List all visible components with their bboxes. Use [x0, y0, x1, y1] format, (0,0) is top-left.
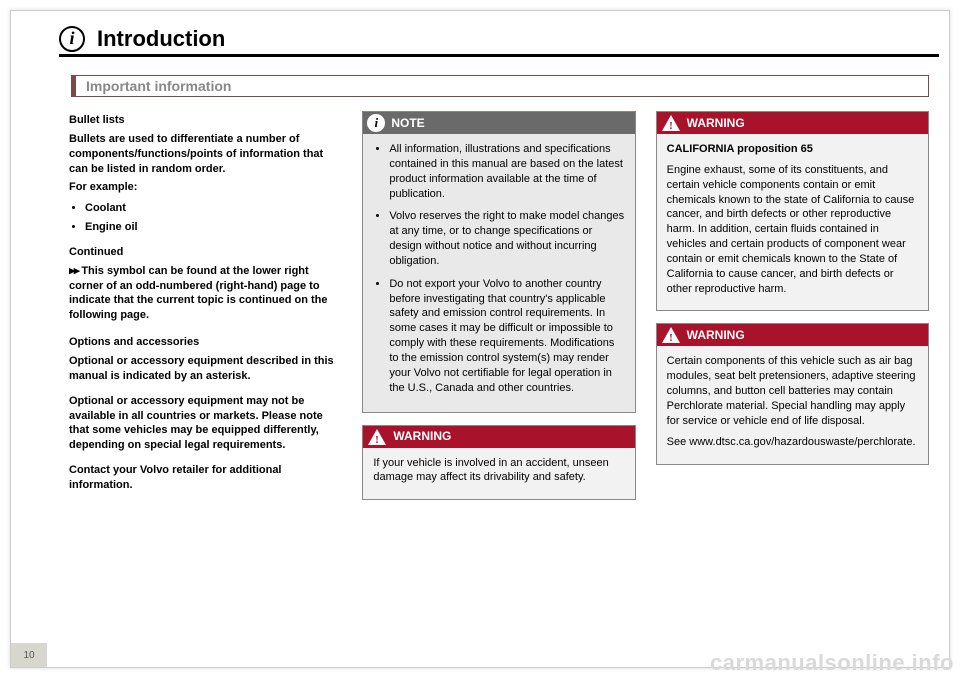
- continued-heading: Continued: [69, 245, 342, 260]
- page-header: i Introduction: [59, 23, 939, 57]
- note-item: All information, illustrations and speci…: [389, 142, 624, 201]
- prop65-text: Engine exhaust, some of its constituents…: [667, 163, 918, 297]
- warning-icon: !: [367, 428, 387, 446]
- note-body: All information, illustrations and speci…: [363, 134, 634, 412]
- warning-body: CALIFORNIA proposition 65 Engine exhaust…: [657, 134, 928, 310]
- page-number: 10: [23, 650, 34, 661]
- list-item: Coolant: [85, 201, 342, 216]
- column-3: ! WARNING CALIFORNIA proposition 65 Engi…: [656, 111, 929, 637]
- continued-body: This symbol can be found at the lower ri…: [69, 265, 328, 322]
- options-p3: Contact your Volvo retailer for addition…: [69, 463, 342, 493]
- svg-text:!: !: [375, 434, 379, 446]
- note-title: NOTE: [391, 115, 424, 131]
- warning-header: ! WARNING: [363, 426, 634, 448]
- note-box: i NOTE All information, illustrations an…: [362, 111, 635, 413]
- warning-box-3: ! WARNING Certain components of this veh…: [656, 323, 929, 464]
- warning-body: If your vehicle is involved in an accide…: [363, 448, 634, 500]
- perchlorate-text: Certain components of this vehicle such …: [667, 354, 918, 428]
- warning-box-1: ! WARNING If your vehicle is involved in…: [362, 425, 635, 501]
- page-title: Introduction: [97, 26, 225, 52]
- for-example-label: For example:: [69, 180, 342, 195]
- warning-body: Certain components of this vehicle such …: [657, 346, 928, 463]
- bullet-lists-intro: Bullets are used to differentiate a numb…: [69, 132, 342, 177]
- note-icon: i: [367, 114, 385, 132]
- warning-title: WARNING: [687, 327, 745, 343]
- options-p2: Optional or accessory equipment may not …: [69, 394, 342, 453]
- continued-icon: ▶▶: [69, 264, 78, 277]
- warning-text: If your vehicle is involved in an accide…: [373, 456, 624, 486]
- note-item: Do not export your Volvo to another coun…: [389, 277, 624, 396]
- warning-icon: !: [661, 326, 681, 344]
- note-header: i NOTE: [363, 112, 634, 134]
- svg-text:!: !: [669, 120, 673, 132]
- continued-text: ▶▶ This symbol can be found at the lower…: [69, 264, 342, 323]
- warning-icon: !: [661, 114, 681, 132]
- page-number-tab: 10: [11, 643, 47, 667]
- prop65-heading: CALIFORNIA proposition 65: [667, 142, 918, 157]
- warning-header: ! WARNING: [657, 112, 928, 134]
- options-p1: Optional or accessory equipment describe…: [69, 354, 342, 384]
- warning-box-2: ! WARNING CALIFORNIA proposition 65 Engi…: [656, 111, 929, 311]
- note-item: Volvo reserves the right to make model c…: [389, 209, 624, 268]
- content-columns: Bullet lists Bullets are used to differe…: [69, 111, 929, 637]
- options-heading: Options and accessories: [69, 335, 342, 350]
- section-subheader: Important information: [71, 75, 929, 97]
- perchlorate-link: See www.dtsc.ca.gov/hazardouswaste/perch…: [667, 435, 918, 450]
- bullet-lists-heading: Bullet lists: [69, 113, 342, 128]
- page-container: 10 i Introduction Important information …: [10, 10, 950, 668]
- svg-text:!: !: [669, 332, 673, 344]
- example-list: Coolant Engine oil: [69, 201, 342, 235]
- warning-title: WARNING: [393, 428, 451, 444]
- info-icon: i: [59, 26, 85, 52]
- subheader-text: Important information: [86, 78, 231, 94]
- list-item: Engine oil: [85, 220, 342, 235]
- warning-title: WARNING: [687, 115, 745, 131]
- column-2: i NOTE All information, illustrations an…: [362, 111, 635, 637]
- column-1: Bullet lists Bullets are used to differe…: [69, 111, 342, 637]
- warning-header: ! WARNING: [657, 324, 928, 346]
